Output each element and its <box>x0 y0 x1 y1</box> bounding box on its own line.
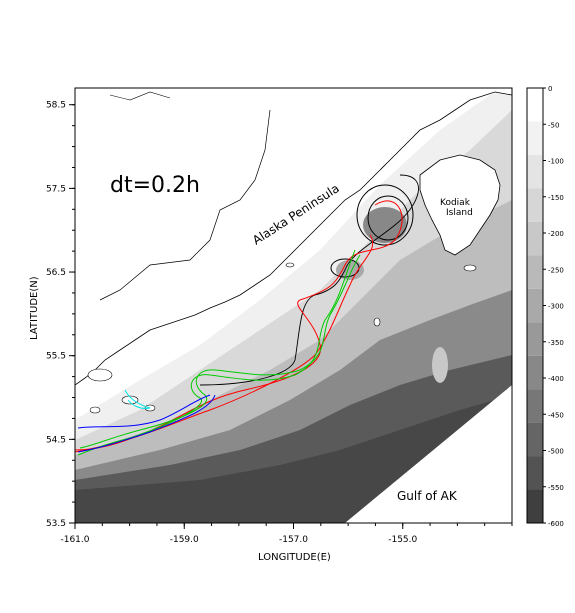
colorbar-swatch <box>527 355 543 390</box>
label-kodiak-2: Island <box>446 208 473 218</box>
colorbar-swatch <box>527 322 543 356</box>
colorbar-swatch <box>527 221 543 256</box>
colorbar-label: -600 <box>548 520 564 528</box>
kodiak-island <box>419 154 501 256</box>
colorbar-label: -150 <box>548 194 564 202</box>
annotation-dt: dt=0.2h <box>110 173 200 198</box>
y-tick-label: 57.5 <box>46 184 66 194</box>
y-tick-label: 53.5 <box>46 519 66 529</box>
colorbar-label: -50 <box>548 121 559 129</box>
track-green-1 <box>79 254 361 449</box>
colorbar-swatch <box>527 121 543 155</box>
colorbar-label: 0 <box>548 85 552 93</box>
track-black-1 <box>199 174 419 386</box>
colorbar-label: -100 <box>548 158 564 166</box>
colorbar-label: -450 <box>548 411 564 419</box>
colorbar-swatch <box>527 422 543 457</box>
colorbar-label: -350 <box>548 339 564 347</box>
colorbar-swatch <box>527 154 543 189</box>
colorbar-label: -550 <box>548 484 564 492</box>
colorbar: 0 -50 -100 -150 -200 -250 -300 -350 -400 -450 -500… <box>526 85 564 528</box>
drifter-tracks <box>75 174 419 456</box>
colorbar-swatch <box>527 489 543 523</box>
colorbar-swatch <box>527 255 543 289</box>
coastline-layer <box>75 88 512 414</box>
colorbar-swatch <box>527 389 543 423</box>
y-tick-label: 56.5 <box>46 268 66 278</box>
eddy-black-1 <box>356 184 414 246</box>
label-kodiak-1: Kodiak <box>440 198 471 208</box>
alaska-mainland <box>75 88 512 386</box>
eddy-black-2 <box>367 195 409 241</box>
y-axis: 58.5 57.5 56.5 55.5 54.5 53.5 <box>46 101 75 529</box>
x-tick-label: -157.0 <box>279 535 308 545</box>
colorbar-label: -400 <box>548 375 564 383</box>
y-tick-label: 54.5 <box>46 435 66 445</box>
y-axis-title: LATITUDE(N) <box>29 276 40 340</box>
track-red-2 <box>75 234 374 453</box>
colorbar-label: -300 <box>548 303 564 311</box>
colorbar-label: -200 <box>548 230 564 238</box>
colorbar-swatch <box>527 188 543 222</box>
y-tick-label: 58.5 <box>46 101 66 111</box>
colorbar-swatch <box>527 88 543 122</box>
x-tick-label: -159.0 <box>170 535 199 545</box>
y-tick-label: 55.5 <box>46 352 66 362</box>
colorbar-label: -500 <box>548 448 564 456</box>
x-tick-label: -161.0 <box>60 535 89 545</box>
track-blue-1 <box>77 394 216 453</box>
x-axis: -161.0 -159.0 -157.0 -155.0 <box>60 523 513 545</box>
label-gulf-of-ak: Gulf of AK <box>397 489 458 503</box>
colorbar-swatch <box>527 288 543 323</box>
x-axis-title: LONGITUDE(E) <box>258 552 331 563</box>
colorbar-label: -250 <box>548 266 564 274</box>
colorbar-swatch <box>527 456 543 490</box>
x-tick-label: -155.0 <box>388 535 417 545</box>
track-cyan-1 <box>124 389 151 409</box>
